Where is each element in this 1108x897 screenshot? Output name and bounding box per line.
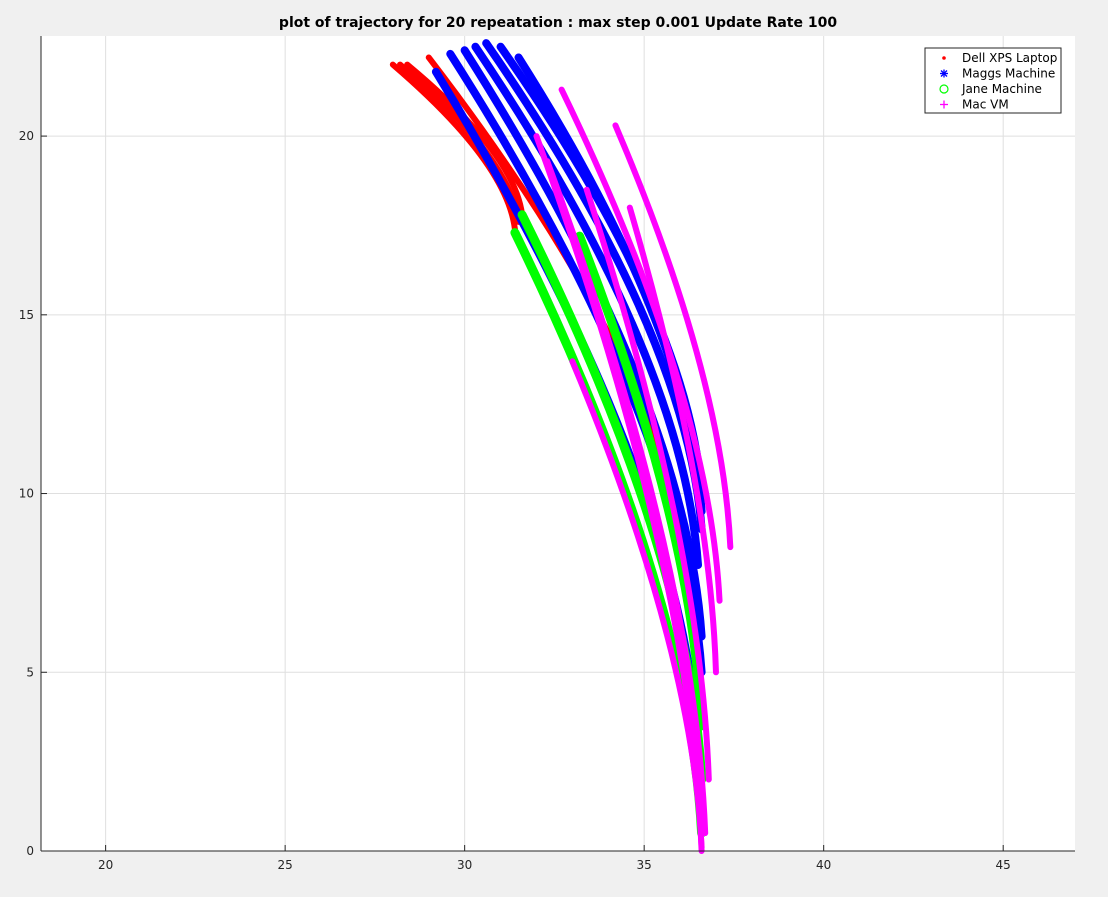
axes-lines <box>40 36 1075 852</box>
ticks: 20 25 30 35 40 45 0 5 10 15 20 <box>19 129 1011 872</box>
legend-label: Maggs Machine <box>962 67 1055 81</box>
x-tick-label: 40 <box>816 858 831 872</box>
trajectory <box>626 204 719 676</box>
x-tick-label: 25 <box>277 858 292 872</box>
legend-marker-plus <box>940 100 948 109</box>
x-tick-label: 20 <box>98 858 113 872</box>
trajectory <box>389 61 518 233</box>
series-mac-vm <box>533 86 734 854</box>
trajectory <box>471 42 703 570</box>
trajectory <box>569 358 705 851</box>
legend-label: Jane Machine <box>961 82 1042 96</box>
trajectory <box>583 186 712 783</box>
x-tick-label: 35 <box>637 858 652 872</box>
legend-marker-point <box>942 56 946 60</box>
legend-entry: Mac VM <box>940 98 1009 112</box>
legend-marker-asterisk <box>940 69 948 78</box>
legend-entry: Dell XPS Laptop <box>942 51 1057 65</box>
legend-label: Dell XPS Laptop <box>962 51 1057 65</box>
legend-entry: Jane Machine <box>939 82 1042 96</box>
legend-box <box>924 47 1062 114</box>
trajectory <box>612 122 734 551</box>
y-tick-label: 15 <box>19 308 34 322</box>
trajectory <box>544 158 709 837</box>
x-tick-label: 30 <box>457 858 472 872</box>
trajectory <box>514 53 706 516</box>
legend-label: Mac VM <box>962 98 1009 112</box>
plot-area <box>389 39 734 854</box>
legend-entry: Maggs Machine <box>940 67 1055 81</box>
trajectory <box>404 61 526 218</box>
chart-title: plot of trajectory for 20 repeatation : … <box>279 15 837 31</box>
y-tick-label: 20 <box>19 129 34 143</box>
x-tick-label: 45 <box>996 858 1011 872</box>
y-tick-label: 5 <box>26 665 34 679</box>
y-tick-label: 10 <box>19 487 34 501</box>
legend-marker-circle <box>939 84 949 94</box>
trajectory <box>460 46 706 641</box>
y-tick-label: 0 <box>26 844 34 858</box>
